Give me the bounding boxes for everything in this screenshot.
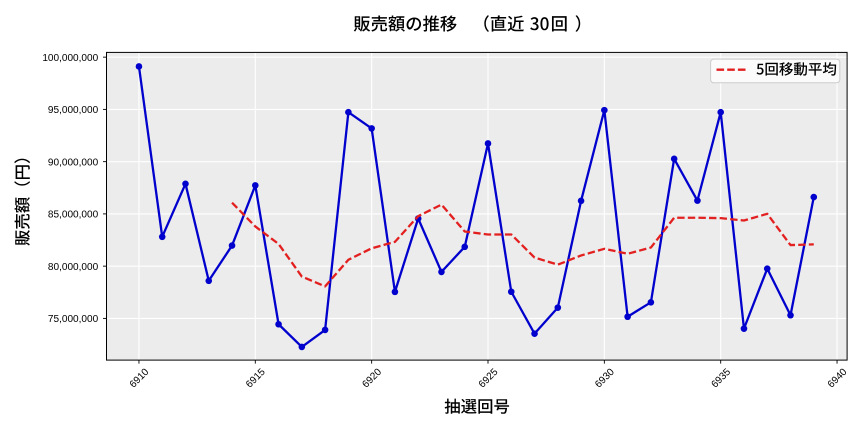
svg-text:6935: 6935 (710, 366, 734, 390)
svg-text:100,000,000: 100,000,000 (42, 53, 98, 64)
svg-text:6930: 6930 (593, 366, 617, 390)
svg-text:90,000,000: 90,000,000 (48, 157, 99, 168)
svg-text:6940: 6940 (826, 366, 850, 390)
svg-text:6910: 6910 (128, 366, 152, 390)
svg-text:95,000,000: 95,000,000 (48, 105, 99, 116)
svg-text:6925: 6925 (477, 366, 501, 390)
svg-text:85,000,000: 85,000,000 (48, 210, 99, 221)
svg-text:6915: 6915 (244, 366, 268, 390)
svg-text:6920: 6920 (360, 366, 384, 390)
svg-text:75,000,000: 75,000,000 (48, 314, 99, 325)
svg-text:80,000,000: 80,000,000 (48, 262, 99, 273)
